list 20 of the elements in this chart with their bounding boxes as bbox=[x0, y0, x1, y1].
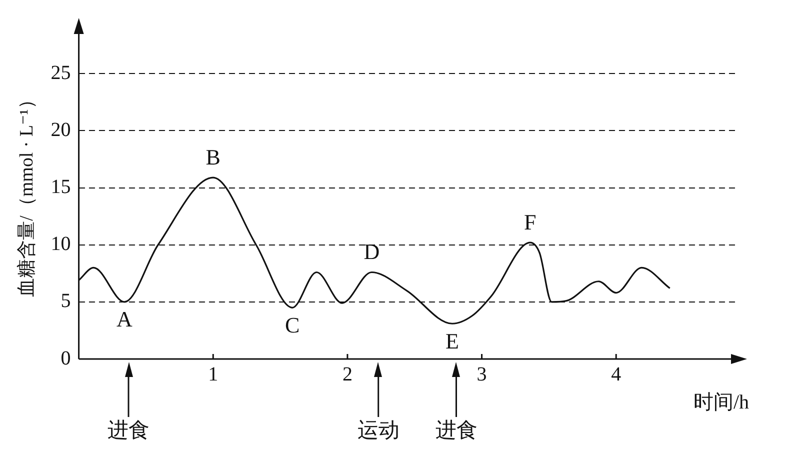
annotation: E bbox=[446, 328, 459, 354]
y-tick-label: 0 bbox=[60, 347, 71, 370]
y-tick-label: 20 bbox=[50, 118, 71, 141]
ref-line-label: 进食 bbox=[108, 418, 150, 442]
x-tick-label: 2 bbox=[342, 363, 352, 386]
y-tick-label: 25 bbox=[50, 62, 71, 84]
y-axis-title: 血糖含量/（mmol · L⁻¹） bbox=[16, 90, 38, 297]
x-tick-label: 4 bbox=[611, 363, 622, 386]
y-tick-label: 5 bbox=[60, 290, 71, 312]
y-tick-label: 15 bbox=[50, 176, 71, 198]
annotation: F bbox=[524, 209, 536, 234]
annotation: A bbox=[116, 306, 133, 332]
x-tick-label: 3 bbox=[476, 363, 487, 386]
y-tick-label: 10 bbox=[50, 233, 71, 256]
ref-line-label: 运动 bbox=[357, 418, 400, 442]
ref-line-label: 进食 bbox=[435, 418, 478, 442]
x-tick-label: 1 bbox=[208, 363, 218, 386]
annotation: B bbox=[206, 144, 220, 170]
annotation: C bbox=[285, 312, 300, 338]
x-axis-title: 时间/h bbox=[693, 391, 749, 414]
